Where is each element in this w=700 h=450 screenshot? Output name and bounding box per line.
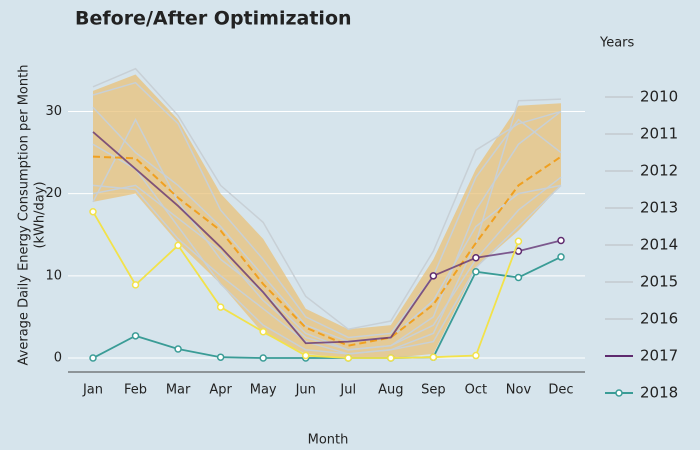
marker (216, 303, 225, 311)
marker (216, 353, 225, 361)
legend: 2010 2011 2012 2013 2014 2015 2016 2017 2018 (605, 88, 678, 402)
y-tick-label: 20 (45, 186, 62, 201)
marker (472, 253, 480, 262)
marker (131, 332, 140, 340)
legend-label: 2013 (640, 199, 678, 217)
marker (301, 351, 310, 360)
marker (472, 351, 480, 360)
marker (89, 354, 97, 362)
legend-label: 2018 (640, 384, 678, 402)
series-line (92, 106, 562, 343)
series-line (92, 176, 562, 351)
x-tick-label: Dec (548, 383, 573, 398)
mean-line (92, 155, 562, 347)
x-tick-label: Feb (124, 383, 147, 398)
x-tick-label: Apr (209, 383, 232, 398)
y-tick-label: 0 (54, 351, 62, 366)
marker (557, 253, 565, 261)
series-line (92, 81, 562, 339)
marker (514, 237, 523, 246)
series-line (92, 67, 562, 331)
marker (514, 273, 523, 282)
x-tick-label: Aug (378, 383, 403, 398)
x-tick-label: Oct (465, 383, 487, 398)
legend-label: 2017 (640, 347, 678, 365)
x-tick-label: Jul (339, 383, 356, 398)
series-line (92, 143, 562, 355)
legend-label: 2012 (640, 162, 678, 180)
series-line (92, 131, 562, 345)
legend-label: 2010 (640, 88, 678, 106)
y-tick-label: 10 (45, 268, 62, 283)
legend-marker (615, 389, 623, 397)
marker (387, 354, 395, 362)
y-axis-title: (kWh/day) (33, 181, 48, 248)
marker (259, 354, 267, 362)
legend-label: 2016 (640, 310, 678, 328)
x-tick-label: Sep (421, 383, 446, 398)
legend-label: 2011 (640, 125, 678, 143)
chart-title: Before/After Optimization (75, 8, 352, 30)
band (93, 74, 561, 359)
marker (344, 354, 353, 362)
y-tick-label: 30 (45, 104, 62, 119)
series-line (92, 256, 562, 359)
legend-label: 2015 (640, 273, 678, 291)
x-axis-title: Month (308, 433, 349, 448)
marker (557, 236, 565, 245)
marker (429, 353, 438, 361)
x-tick-label: Nov (506, 383, 532, 398)
x-tick-label: May (250, 383, 277, 398)
marker (429, 272, 438, 280)
x-tick-label: Jun (295, 383, 316, 398)
marker (174, 345, 182, 353)
x-tick-label: Jan (82, 383, 103, 398)
series-line (92, 98, 562, 355)
marker (131, 281, 140, 289)
y-axis-title: Average Daily Energy Consumption per Mon… (17, 65, 32, 366)
marker (174, 241, 182, 250)
legend-label: 2014 (640, 236, 678, 254)
legend-title: Years (599, 36, 635, 51)
marker (472, 267, 480, 276)
x-tick-label: Mar (166, 383, 191, 398)
marker (89, 207, 97, 216)
marker (259, 327, 267, 336)
